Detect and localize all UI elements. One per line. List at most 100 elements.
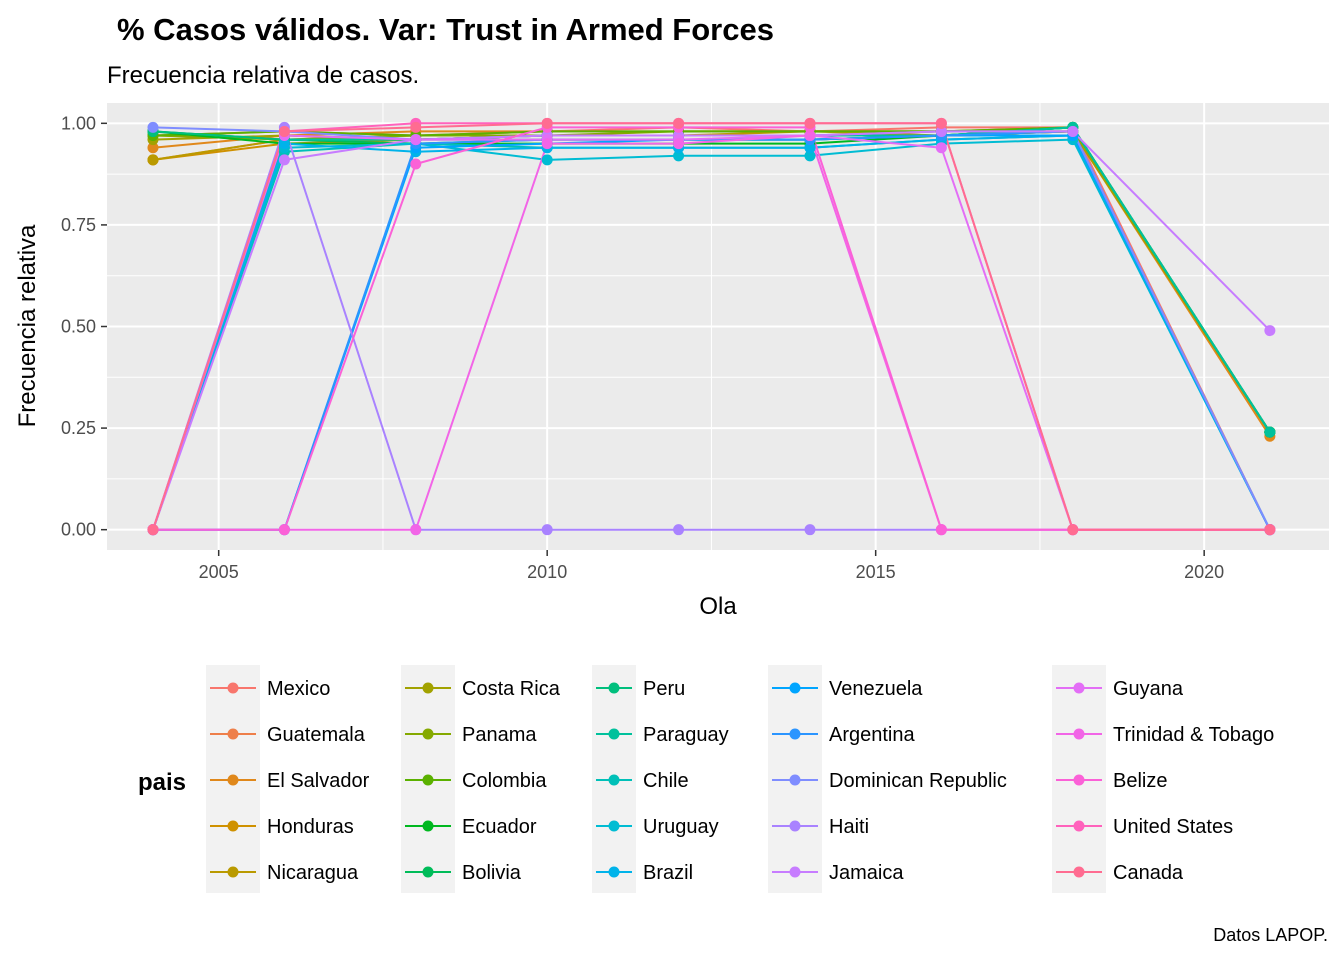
data-point (541, 138, 553, 150)
y-axis: 0.00 0.25 0.50 0.75 1.00 (61, 113, 107, 540)
data-point (147, 154, 159, 166)
legend-label: Canada (1113, 862, 1184, 884)
legend-key-point (422, 682, 434, 694)
legend-label: Trinidad & Tobago (1113, 724, 1274, 746)
data-point (935, 524, 947, 536)
legend-label: Argentina (829, 724, 915, 746)
data-point (278, 138, 290, 150)
y-tick-label: 0.50 (61, 317, 96, 337)
data-point (541, 117, 553, 129)
data-point (278, 524, 290, 536)
legend-label: Chile (643, 770, 689, 792)
legend-key-point (1073, 682, 1085, 694)
data-point (147, 524, 159, 536)
legend-key-point (227, 682, 239, 694)
chart-caption: Datos LAPOP. (1213, 925, 1328, 945)
legend-label: Ecuador (462, 816, 537, 838)
legend-key-point (608, 682, 620, 694)
legend-key-point (1073, 866, 1085, 878)
legend-key-point (227, 820, 239, 832)
legend-label: Jamaica (829, 862, 904, 884)
data-point (673, 524, 685, 536)
legend-key-point (1073, 820, 1085, 832)
y-tick-label: 0.75 (61, 215, 96, 235)
data-point (278, 154, 290, 166)
data-point (935, 117, 947, 129)
legend-key-point (789, 682, 801, 694)
x-tick-label: 2020 (1184, 562, 1224, 582)
data-point (804, 117, 816, 129)
data-point (804, 142, 816, 154)
legend-key-point (422, 866, 434, 878)
x-axis-title: Ola (699, 593, 737, 620)
data-point (410, 158, 422, 170)
y-tick-label: 0.25 (61, 418, 96, 438)
x-tick-label: 2005 (199, 562, 239, 582)
data-point (673, 138, 685, 150)
x-axis: 2005 2010 2015 2020 (199, 550, 1224, 582)
legend-label: Dominican Republic (829, 770, 1007, 792)
data-point (410, 134, 422, 146)
legend-key-point (789, 820, 801, 832)
legend-key-point (227, 728, 239, 740)
data-point (804, 150, 816, 162)
legend-key-point (608, 728, 620, 740)
legend-label: Mexico (267, 678, 330, 700)
x-tick-label: 2010 (527, 562, 567, 582)
legend-label: Guyana (1113, 678, 1184, 700)
legend-label: El Salvador (267, 770, 370, 792)
legend: Mexico Guatemala El Salvador Honduras Nicara… (206, 665, 1274, 893)
data-point (147, 121, 159, 133)
data-point (1264, 426, 1276, 438)
legend-label: Honduras (267, 816, 354, 838)
legend-key-point (1073, 728, 1085, 740)
legend-label: Costa Rica (462, 678, 561, 700)
data-point (410, 121, 422, 133)
legend-key-point (227, 774, 239, 786)
data-point (673, 150, 685, 162)
legend-label: Paraguay (643, 724, 729, 746)
data-point (541, 154, 553, 166)
data-point (1264, 325, 1276, 337)
legend-label: Nicaragua (267, 862, 359, 884)
data-point (673, 117, 685, 129)
data-point (804, 524, 816, 536)
data-point (1067, 524, 1079, 536)
legend-label: Bolivia (462, 862, 522, 884)
chart-title: % Casos válidos. Var: Trust in Armed For… (117, 12, 774, 47)
data-point (541, 524, 553, 536)
legend-key-point (789, 728, 801, 740)
legend-key-point (608, 866, 620, 878)
data-point (410, 524, 422, 536)
legend-key-point (789, 866, 801, 878)
legend-label: United States (1113, 816, 1233, 838)
data-point (147, 142, 159, 154)
y-axis-title: Frecuencia relativa (14, 224, 41, 427)
legend-key-point (789, 774, 801, 786)
legend-label: Venezuela (829, 678, 923, 700)
legend-key-point (422, 820, 434, 832)
data-point (935, 142, 947, 154)
legend-key-point (422, 774, 434, 786)
y-tick-label: 1.00 (61, 113, 96, 133)
x-tick-label: 2015 (856, 562, 896, 582)
legend-label: Belize (1113, 770, 1167, 792)
y-tick-label: 0.00 (61, 520, 96, 540)
data-point (935, 125, 947, 137)
legend-label: Guatemala (267, 724, 366, 746)
legend-title: pais (138, 769, 186, 796)
legend-key-point (227, 866, 239, 878)
legend-key-point (1073, 774, 1085, 786)
data-point (804, 130, 816, 142)
legend-label: Haiti (829, 816, 869, 838)
series-points (147, 117, 1276, 536)
legend-label: Peru (643, 678, 685, 700)
legend-key-point (608, 774, 620, 786)
legend-key-point (608, 820, 620, 832)
chart-subtitle: Frecuencia relativa de casos. (107, 62, 419, 89)
legend-label: Colombia (462, 770, 547, 792)
legend-label: Brazil (643, 862, 693, 884)
data-point (1264, 524, 1276, 536)
data-point (278, 125, 290, 137)
